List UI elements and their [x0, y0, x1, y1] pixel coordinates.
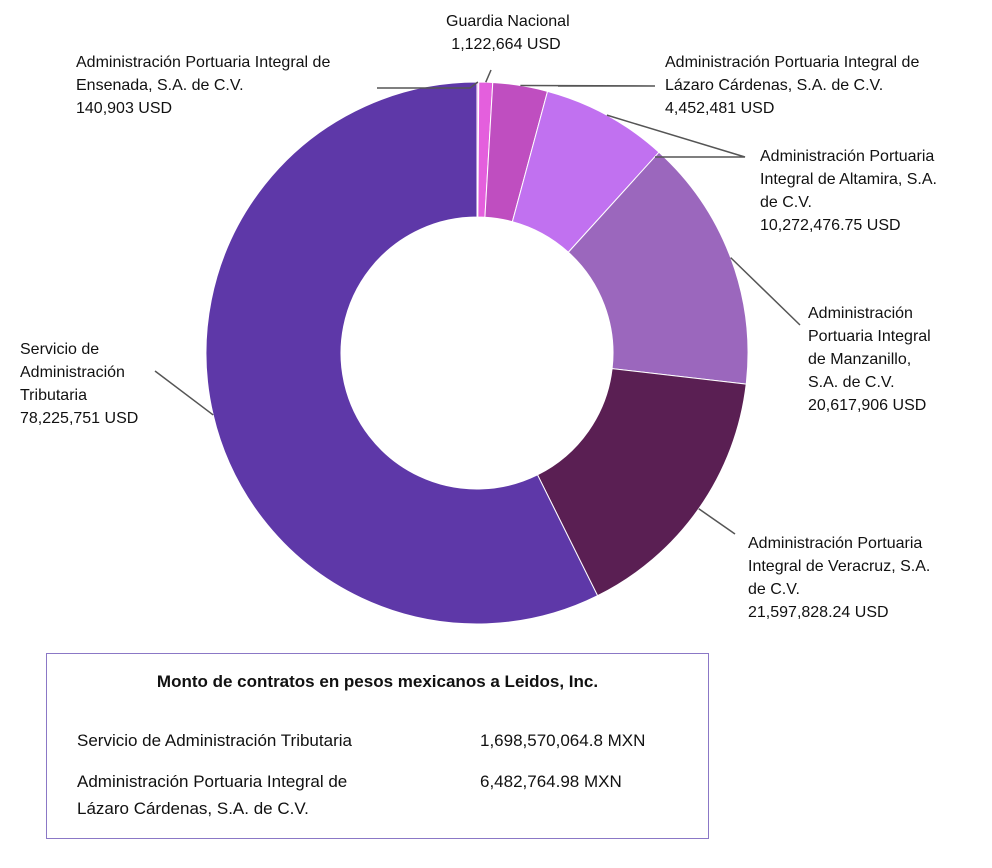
slice-label-name-line: Administración Portuaria Integral de [665, 54, 920, 71]
label-ensenada: Administración Portuaria Integral de Ens… [76, 51, 330, 120]
label-manzanillo: Administración Portuaria Integral de Man… [808, 302, 931, 417]
label-guardia-nacional: Guardia Nacional 1,122,664 USD [446, 10, 570, 56]
slice-label-name-line: de C.V. [748, 581, 800, 598]
slice-label-name-line: Tributaria [20, 387, 87, 404]
slice-label-value: 1,122,664 USD [451, 36, 561, 53]
slice-label-name-line: Portuaria Integral [808, 328, 931, 345]
donut-chart [154, 69, 801, 625]
label-servicio-administracion-tributaria: Servicio de Administración Tributaria 78… [20, 338, 138, 430]
table-row-entity-line: Administración Portuaria Integral de [77, 772, 348, 791]
slice-label-name-line: Ensenada, S.A. de C.V. [76, 77, 244, 94]
label-altamira: Administración Portuaria Integral de Alt… [760, 145, 937, 237]
slice-label-name-line: Integral de Altamira, S.A. [760, 171, 937, 188]
slice-label-name-line: Integral de Veracruz, S.A. [748, 558, 931, 575]
slice-label-name-line: Administración [20, 364, 125, 381]
leader-line [485, 69, 492, 83]
table-row-amount: 6,482,764.98 MXN [480, 772, 622, 791]
leader-line [520, 84, 656, 87]
donut-slice [205, 81, 599, 625]
label-veracruz: Administración Portuaria Integral de Ver… [748, 532, 930, 624]
table-row-entity-line: Servicio de Administración Tributaria [77, 731, 352, 750]
slice-label-name-line: de Manzanillo, [808, 351, 912, 368]
leader-line [377, 81, 479, 89]
slice-label-name-line: de C.V. [760, 194, 812, 211]
slice-label-name-line: Administración Portuaria Integral de [76, 54, 331, 71]
slice-label-name-line: S.A. de C.V. [808, 374, 895, 391]
slice-label-name-line: Lázaro Cárdenas, S.A. de C.V. [665, 77, 884, 94]
slice-label-value: 78,225,751 USD [20, 410, 139, 427]
slice-label-name-line: Servicio de [20, 341, 100, 358]
table-title: Monto de contratos en pesos mexicanos a … [156, 672, 599, 691]
slice-label-name-line: Administración Portuaria [760, 148, 935, 165]
table-row-entity-line: Lázaro Cárdenas, S.A. de C.V. [77, 799, 309, 818]
slice-label-value: 140,903 USD [76, 100, 173, 117]
label-lazaro-cardenas: Administración Portuaria Integral de Láz… [665, 51, 919, 120]
table-row-entity: Administración Portuaria Integral de Láz… [77, 768, 417, 822]
leader-line [606, 114, 746, 158]
leader-line [730, 257, 801, 326]
mxn-contracts-table: Monto de contratos en pesos mexicanos a … [46, 653, 709, 839]
donut-slice [536, 368, 747, 597]
slice-label-name-line: Administración [808, 305, 913, 322]
slice-label-name: Guardia Nacional [446, 13, 570, 30]
leader-line [698, 508, 736, 535]
table-row-entity: Servicio de Administración Tributaria [77, 727, 417, 754]
slice-label-name-line: Administración Portuaria [748, 535, 923, 552]
table-row-amount: 1,698,570,064.8 MXN [480, 731, 646, 750]
slice-label-value: 20,617,906 USD [808, 397, 927, 414]
slice-label-value: 4,452,481 USD [665, 100, 775, 117]
donut-slice [567, 151, 749, 385]
slice-label-value: 21,597,828.24 USD [748, 604, 889, 621]
slice-label-value: 10,272,476.75 USD [760, 217, 901, 234]
leader-line [154, 370, 214, 416]
